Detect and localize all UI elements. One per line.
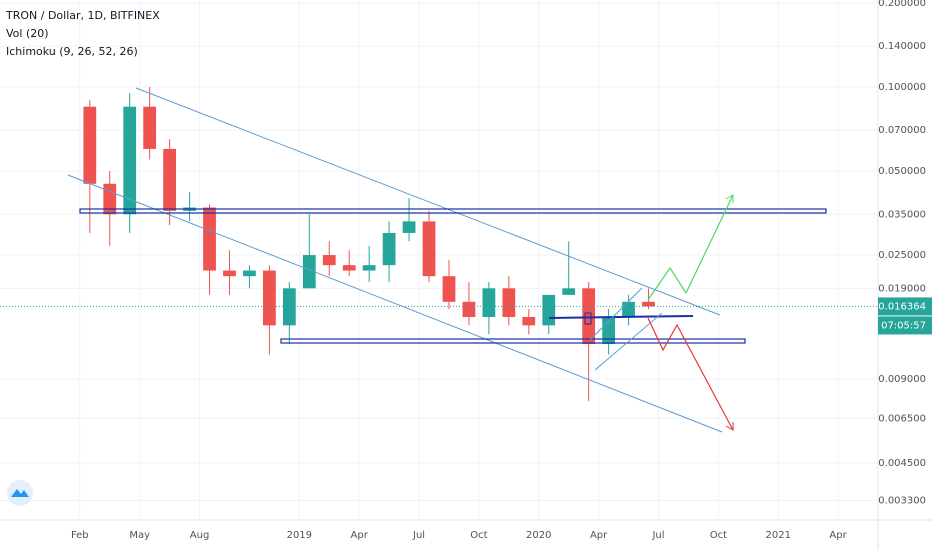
candle-body (622, 301, 635, 317)
y-tick-label: 0.006500 (878, 413, 926, 424)
candle-body (243, 270, 256, 277)
x-tick-label: 2019 (287, 530, 312, 541)
x-tick-label: Apr (351, 530, 369, 541)
y-tick-label: 0.009000 (878, 374, 926, 385)
y-tick-label: 0.200000 (878, 0, 926, 9)
chart-title: TRON / Dollar, 1D, BITFINEX (5, 9, 160, 22)
candle-body (263, 270, 276, 326)
channel-lower (67, 174, 723, 433)
resistance-zone (79, 208, 827, 214)
rising-channel-lower (594, 312, 663, 371)
candle-body (382, 232, 396, 266)
candle-body (322, 255, 336, 266)
candle-body (502, 288, 516, 317)
last-price-label: 0.016364 (878, 301, 926, 312)
y-tick-label: 0.050000 (878, 166, 926, 177)
arrow-head (725, 194, 734, 203)
channel-upper (135, 87, 721, 316)
rising-channel-upper (589, 287, 643, 341)
candle-body (282, 288, 296, 326)
x-tick-label: Apr (829, 530, 847, 541)
candle-body (542, 294, 556, 326)
candle-body (83, 106, 97, 184)
x-tick-label: Jul (412, 530, 425, 541)
candle-body (582, 288, 596, 345)
candle-body (562, 288, 576, 295)
y-tick-label: 0.003300 (878, 496, 926, 507)
y-tick-label: 0.100000 (878, 82, 926, 93)
candle-body (203, 207, 216, 271)
candle-body (422, 221, 436, 277)
countdown-label: 07:05:57 (881, 320, 926, 331)
x-tick-label: Jul (651, 530, 664, 541)
level-line (548, 315, 694, 319)
x-tick-label: Feb (71, 530, 89, 541)
x-tick-label: Oct (470, 530, 487, 541)
last-price-box (878, 297, 932, 316)
logo-icon (11, 489, 29, 497)
grid (0, 0, 878, 520)
candle-body (402, 221, 416, 233)
x-tick-label: Aug (190, 530, 210, 541)
arrow-head (725, 422, 734, 431)
candle-body (462, 301, 476, 317)
axes: 0.200000 0.140000 0.100000 0.070000 0.050000… (71, 0, 926, 541)
candle-body (163, 148, 176, 211)
candle-body (123, 106, 137, 215)
indicator-label: Ichimoku (9, 26, 52, 26) (6, 45, 138, 58)
x-tick-label: 2020 (526, 530, 551, 541)
candle-body (642, 301, 655, 307)
bull-scenario-arrow (647, 194, 734, 301)
x-tick-label: Oct (710, 530, 727, 541)
y-tick-label: 0.025000 (878, 250, 926, 261)
x-tick-label: Apr (590, 530, 608, 541)
y-tick-label: 0.004500 (878, 458, 926, 469)
candle-body (103, 183, 117, 215)
y-tick-label: 0.140000 (878, 41, 926, 52)
y-tick-label: 0.019000 (878, 283, 926, 294)
level-box (584, 312, 592, 325)
candle-body (342, 265, 356, 271)
support-zone (280, 338, 746, 344)
countdown-box (878, 316, 932, 335)
y-tick-label: 0.070000 (878, 125, 926, 136)
drawings (67, 87, 827, 433)
x-tick-label: 2021 (766, 530, 791, 541)
bear-scenario-arrow (647, 317, 734, 431)
candle-body (143, 106, 157, 149)
candle-body (223, 270, 236, 277)
candle-body (442, 276, 456, 302)
candle-body (302, 255, 316, 289)
y-tick-label: 0.035000 (878, 209, 926, 220)
candles (83, 87, 655, 401)
candle-body (362, 265, 376, 271)
candle-body (602, 316, 615, 345)
indicator-label: Vol (20) (6, 27, 49, 40)
candle-body (482, 288, 496, 317)
x-tick-label: May (129, 530, 150, 541)
candle-body (522, 316, 536, 326)
